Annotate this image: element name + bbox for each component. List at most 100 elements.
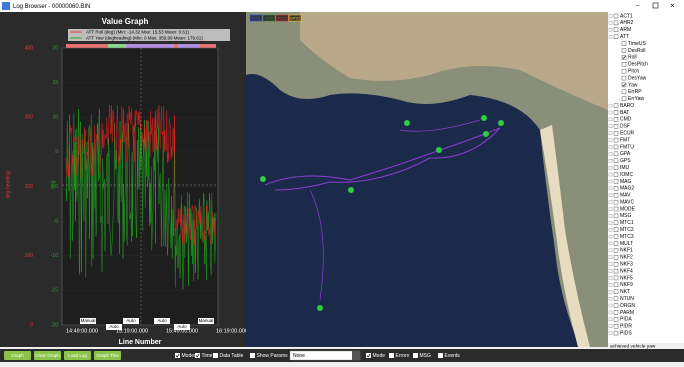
tree-item[interactable]: IOMC	[620, 172, 633, 178]
tree-item[interactable]: ErrRP	[628, 89, 642, 95]
tree-item[interactable]: DesRoll	[628, 48, 646, 54]
checkbox[interactable]	[613, 117, 619, 122]
expander[interactable]	[608, 310, 613, 315]
checkbox[interactable]	[613, 165, 619, 170]
button[interactable]	[34, 351, 61, 360]
tree-item[interactable]: FMT	[620, 137, 630, 143]
expander[interactable]	[608, 117, 613, 122]
checkbox-label[interactable]: Events	[445, 353, 461, 359]
checkbox[interactable]	[613, 103, 619, 108]
expander[interactable]	[608, 165, 613, 170]
checkbox[interactable]	[621, 89, 627, 95]
tree-item[interactable]: NTUN	[620, 296, 634, 302]
minimize[interactable]: –	[636, 4, 640, 10]
checkbox[interactable]	[195, 353, 200, 358]
expander[interactable]	[608, 138, 613, 142]
checkbox[interactable]	[613, 275, 619, 281]
expander[interactable]	[608, 124, 613, 128]
tree-item[interactable]: PIDA	[620, 317, 632, 323]
expander[interactable]	[608, 276, 613, 280]
checkbox[interactable]	[621, 48, 627, 53]
expander[interactable]	[608, 152, 613, 156]
checkbox[interactable]	[613, 137, 619, 143]
tree-item[interactable]: PIDS	[620, 330, 632, 336]
checkbox[interactable]	[613, 199, 619, 205]
checkbox-label[interactable]: Mode	[373, 353, 386, 359]
tree-item[interactable]: PIDR	[620, 324, 632, 330]
expander[interactable]	[608, 262, 613, 266]
expander[interactable]	[608, 34, 613, 39]
checkbox[interactable]	[613, 296, 619, 301]
expander[interactable]	[608, 14, 613, 18]
checkbox[interactable]	[613, 268, 619, 274]
checkbox[interactable]	[613, 20, 619, 26]
expander[interactable]	[608, 214, 613, 218]
checkbox[interactable]	[613, 241, 619, 246]
checkbox[interactable]	[621, 62, 627, 67]
checkbox[interactable]	[613, 151, 619, 157]
button[interactable]	[64, 351, 91, 360]
checkbox-label[interactable]: Errors	[396, 353, 410, 359]
button[interactable]	[4, 351, 31, 360]
tree-item[interactable]: NKF5	[620, 275, 633, 281]
tree-item[interactable]: GPS	[620, 158, 631, 164]
tree-item[interactable]: NKF3	[620, 261, 633, 267]
expander[interactable]	[608, 207, 613, 211]
expander[interactable]	[608, 186, 613, 191]
expander[interactable]	[608, 131, 613, 135]
tree-item[interactable]: MTC1	[620, 220, 634, 226]
tree-item[interactable]: MULT	[620, 241, 633, 247]
tree-item[interactable]: ACT1	[620, 13, 633, 19]
tree-item[interactable]: NKF1	[620, 248, 633, 254]
checkbox[interactable]	[621, 75, 627, 81]
tree-item[interactable]: Pitch	[628, 68, 639, 74]
checkbox[interactable]	[438, 353, 443, 358]
tree-item[interactable]: NKF9	[620, 282, 633, 288]
checkbox[interactable]	[613, 303, 619, 308]
checkbox[interactable]	[613, 234, 619, 239]
expander[interactable]	[608, 234, 613, 239]
checkbox[interactable]	[621, 55, 627, 60]
button-label[interactable]: Clear Graph	[35, 353, 60, 358]
checkbox[interactable]	[613, 310, 619, 315]
checkbox[interactable]	[613, 186, 619, 191]
checkbox[interactable]	[613, 255, 619, 260]
tree-item[interactable]: NKF4	[620, 268, 633, 274]
tree-item[interactable]: NKF2	[620, 255, 633, 261]
tree-item[interactable]: Roll	[628, 55, 637, 61]
checkbox[interactable]	[613, 130, 619, 136]
tree-item[interactable]: NKT	[620, 289, 630, 295]
checkbox[interactable]	[621, 96, 627, 101]
expander[interactable]	[608, 193, 613, 197]
expander[interactable]	[608, 172, 613, 177]
checkbox[interactable]	[613, 261, 619, 267]
tree-item[interactable]: IMU	[620, 165, 630, 171]
tree-item[interactable]: MTC2	[620, 227, 634, 233]
tree-item[interactable]: BARO	[620, 103, 634, 109]
expander[interactable]	[608, 179, 613, 184]
button-label[interactable]: Load Log	[68, 353, 87, 358]
expander[interactable]	[608, 331, 613, 335]
expander[interactable]	[608, 296, 613, 301]
expander[interactable]	[608, 228, 613, 232]
close[interactable]: ✕	[670, 4, 675, 10]
tree-item[interactable]: ErrYaw	[628, 96, 644, 102]
checkbox[interactable]	[613, 172, 619, 177]
expander[interactable]	[608, 145, 613, 149]
checkbox[interactable]	[613, 13, 619, 19]
expander[interactable]	[608, 200, 613, 204]
expander[interactable]	[608, 21, 613, 25]
expander[interactable]	[608, 317, 613, 322]
tree-item[interactable]: MTC3	[620, 234, 634, 240]
checkbox[interactable]	[613, 330, 619, 336]
expander[interactable]	[608, 28, 613, 32]
tree-item[interactable]: FMTU	[620, 144, 634, 150]
checkbox[interactable]	[621, 41, 627, 46]
checkbox[interactable]	[613, 227, 619, 232]
checkbox[interactable]	[366, 353, 371, 358]
checkbox[interactable]	[613, 248, 619, 253]
checkbox[interactable]	[613, 317, 619, 322]
checkbox-label[interactable]: Show Params	[257, 353, 289, 359]
checkbox[interactable]	[175, 353, 180, 358]
tree-item[interactable]: DesPitch	[628, 62, 648, 68]
